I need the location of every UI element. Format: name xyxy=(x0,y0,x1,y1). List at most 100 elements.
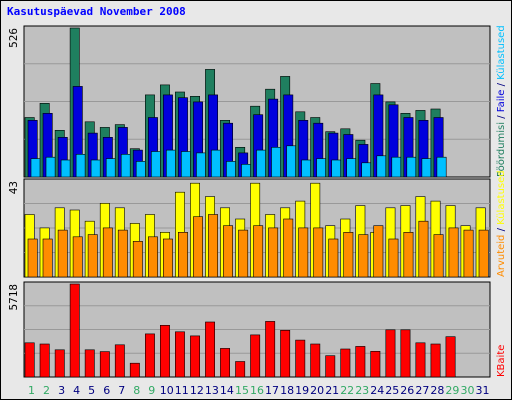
bar-bottom-KBaite-4 xyxy=(69,283,80,378)
bar-middle-Arvuteid-22 xyxy=(343,232,354,278)
bar-top-Külastused-1 xyxy=(30,158,41,178)
x-tick-label-20: 20 xyxy=(310,384,324,397)
bar-middle-Arvuteid-3 xyxy=(57,229,68,278)
x-tick-label-16: 16 xyxy=(250,384,264,397)
bar-bottom-KBaite-15 xyxy=(235,361,246,378)
x-tick-label-19: 19 xyxy=(295,384,309,397)
bar-top-Külastused-25 xyxy=(391,156,402,178)
ymax-label-top: 526 xyxy=(7,28,20,48)
chart-title: Kasutuspäevad November 2008 xyxy=(7,5,186,18)
bar-bottom-KBaite-27 xyxy=(415,342,426,378)
x-tick-label-6: 6 xyxy=(103,384,110,397)
right-legend-bottom: KBaite xyxy=(496,345,507,377)
bar-middle-Arvuteid-4 xyxy=(72,236,83,278)
right-legend-separator: / xyxy=(496,112,507,122)
bar-bottom-KBaite-22 xyxy=(340,348,351,378)
bar-middle-Arvuteid-16 xyxy=(253,225,264,278)
bar-bottom-KBaite-25 xyxy=(385,329,396,378)
x-tick-label-10: 10 xyxy=(160,384,174,397)
bar-top-Külastused-27 xyxy=(421,158,432,178)
bar-bottom-KBaite-17 xyxy=(265,321,276,378)
x-tick-label-4: 4 xyxy=(73,384,80,397)
x-tick-label-29: 29 xyxy=(445,384,459,397)
x-tick-label-2: 2 xyxy=(43,384,50,397)
bar-middle-Arvuteid-20 xyxy=(313,227,324,278)
bar-bottom-KBaite-28 xyxy=(430,343,441,378)
bar-bottom-KBaite-29 xyxy=(445,336,456,378)
bar-top-Külastused-23 xyxy=(361,162,372,178)
x-tick-label-25: 25 xyxy=(385,384,399,397)
right-legend-item: KBaite xyxy=(496,345,507,377)
bar-middle-Arvuteid-14 xyxy=(223,225,233,278)
bar-top-Külastused-11 xyxy=(181,151,191,178)
bar-middle-Arvuteid-11 xyxy=(178,232,188,278)
right-legend-item: Külastused xyxy=(496,170,507,224)
bar-bottom-KBaite-26 xyxy=(400,329,411,378)
x-tick-label-8: 8 xyxy=(133,384,140,397)
x-tick-label-9: 9 xyxy=(148,384,155,397)
bar-middle-Arvuteid-5 xyxy=(87,234,98,278)
bar-middle-Arvuteid-18 xyxy=(283,218,294,278)
bar-bottom-KBaite-8 xyxy=(129,362,140,378)
x-tick-label-5: 5 xyxy=(88,384,95,397)
bar-bottom-KBaite-13 xyxy=(205,321,215,378)
bar-middle-Arvuteid-29 xyxy=(448,227,459,278)
bar-middle-Arvuteid-2 xyxy=(42,238,53,278)
x-tick-label-17: 17 xyxy=(265,384,279,397)
bar-middle-Arvuteid-31 xyxy=(478,229,489,278)
x-tick-label-22: 22 xyxy=(340,384,354,397)
x-tick-label-28: 28 xyxy=(430,384,444,397)
bar-top-Külastused-2 xyxy=(45,156,56,178)
right-legend-top: Pöördumisi / Faile / Külastused xyxy=(496,25,507,177)
bar-bottom-KBaite-1 xyxy=(24,342,35,378)
bar-top-Külastused-3 xyxy=(60,159,71,178)
x-tick-label-13: 13 xyxy=(205,384,219,397)
bar-top-Külastused-7 xyxy=(120,154,131,178)
right-legend-middle: Arvuteid / Külastused xyxy=(496,170,507,277)
bar-bottom-KBaite-11 xyxy=(175,331,185,378)
bar-middle-Arvuteid-25 xyxy=(388,238,399,278)
bar-top-Külastused-8 xyxy=(135,161,146,178)
bar-middle-Arvuteid-26 xyxy=(403,232,414,278)
bar-bottom-KBaite-18 xyxy=(280,329,291,378)
bar-middle-Arvuteid-28 xyxy=(433,234,444,278)
bar-bottom-KBaite-24 xyxy=(370,350,381,378)
bar-bottom-KBaite-19 xyxy=(295,339,306,378)
bar-middle-Arvuteid-27 xyxy=(418,220,429,278)
bar-top-Külastused-10 xyxy=(166,149,176,178)
right-legend-item: Arvuteid xyxy=(496,235,507,277)
x-tick-label-14: 14 xyxy=(220,384,234,397)
right-legend-item: Pöördumisi xyxy=(496,122,507,177)
bar-top-Külastused-13 xyxy=(211,149,221,178)
bar-middle-Arvuteid-21 xyxy=(328,238,339,278)
right-legend-separator: / xyxy=(496,225,507,235)
bar-top-Külastused-9 xyxy=(151,151,161,178)
bar-bottom-KBaite-23 xyxy=(355,346,366,378)
bar-top-Külastused-19 xyxy=(301,159,312,178)
bar-middle-Arvuteid-7 xyxy=(117,229,128,278)
bar-top-Külastused-26 xyxy=(406,156,417,178)
right-legend-item: Faile xyxy=(496,90,507,113)
ymax-label-middle: 43 xyxy=(7,181,20,194)
bar-middle-Arvuteid-12 xyxy=(193,216,203,278)
bar-bottom-KBaite-7 xyxy=(114,344,125,378)
bar-bottom-KBaite-3 xyxy=(54,349,65,378)
x-tick-label-7: 7 xyxy=(118,384,125,397)
bar-middle-Arvuteid-17 xyxy=(268,227,279,278)
bar-bottom-KBaite-10 xyxy=(160,324,170,378)
bar-bottom-KBaite-2 xyxy=(39,343,50,378)
bar-top-Külastused-5 xyxy=(90,159,101,178)
x-tick-label-31: 31 xyxy=(476,384,490,397)
bar-middle-Arvuteid-8 xyxy=(132,241,143,278)
x-tick-label-3: 3 xyxy=(58,384,65,397)
bar-bottom-KBaite-5 xyxy=(84,349,95,378)
bar-middle-Arvuteid-30 xyxy=(463,229,474,278)
bar-top-Külastused-22 xyxy=(346,158,357,178)
x-tick-label-1: 1 xyxy=(28,384,35,397)
bar-middle-Arvuteid-19 xyxy=(298,227,309,278)
bar-top-Külastused-14 xyxy=(226,161,236,178)
ymax-label-bottom: 5718 xyxy=(7,284,20,311)
x-tick-label-18: 18 xyxy=(280,384,294,397)
